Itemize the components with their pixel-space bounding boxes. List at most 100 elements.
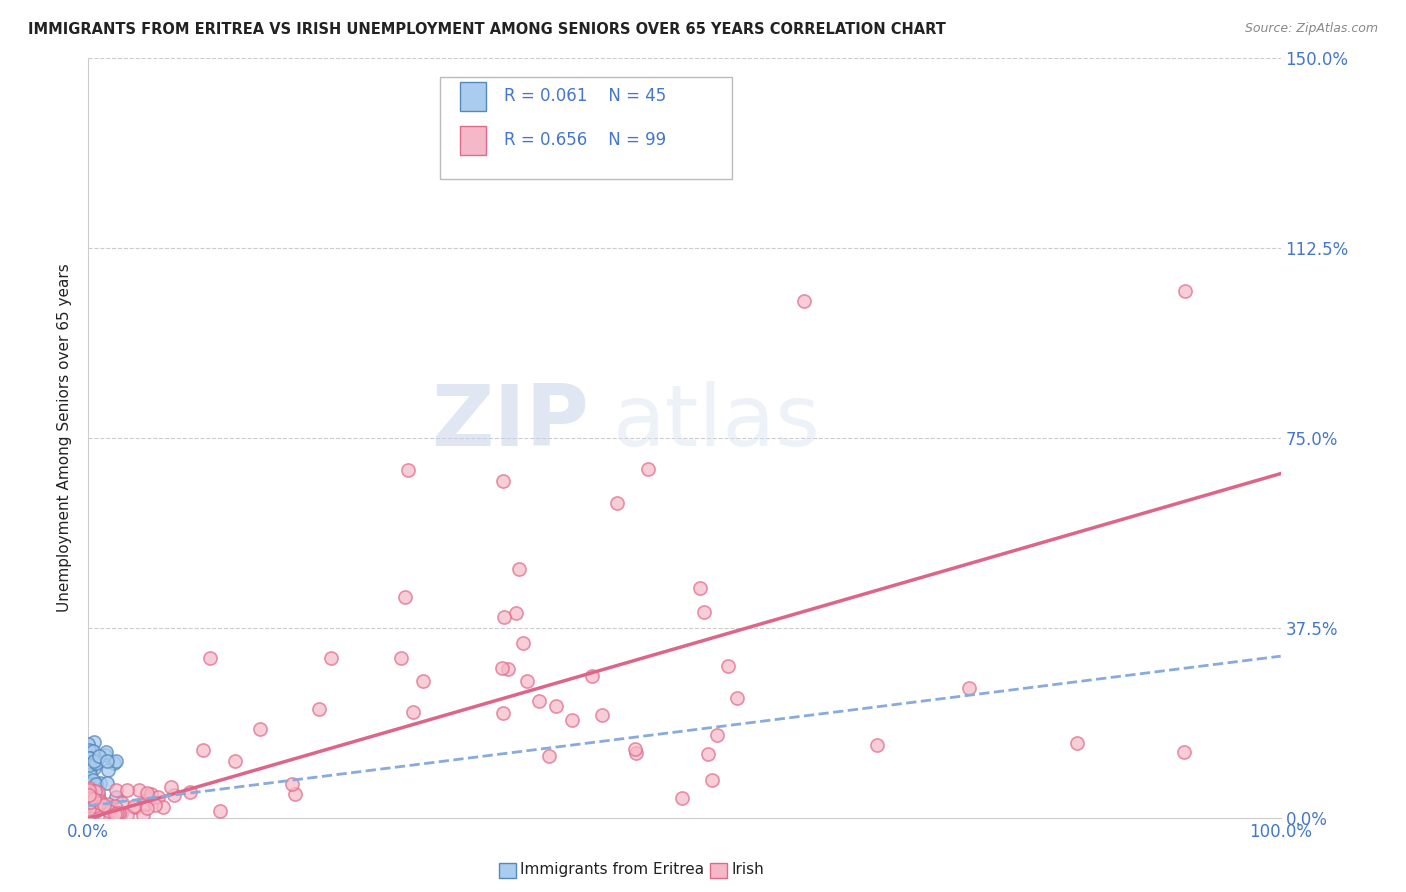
Text: Source: ZipAtlas.com: Source: ZipAtlas.com <box>1244 22 1378 36</box>
Point <box>104 798 127 813</box>
Y-axis label: Unemployment Among Seniors over 65 years: Unemployment Among Seniors over 65 years <box>58 264 72 613</box>
Point <box>83 803 105 817</box>
Point <box>396 463 419 477</box>
Point <box>83 794 105 808</box>
Point <box>84 805 107 819</box>
Point <box>79 799 101 814</box>
Point <box>516 673 538 688</box>
Point <box>412 673 434 688</box>
Point <box>546 699 568 714</box>
Point <box>492 706 515 720</box>
Point <box>84 756 107 770</box>
Point <box>637 462 659 476</box>
Point <box>394 591 416 605</box>
Point <box>79 795 101 809</box>
Point <box>110 805 132 820</box>
Point <box>79 762 101 776</box>
Point <box>79 781 101 796</box>
Point <box>124 799 146 814</box>
Point <box>96 755 118 769</box>
Text: ZIP: ZIP <box>432 382 589 465</box>
Point <box>79 806 101 821</box>
Point <box>82 773 104 788</box>
Point <box>79 802 101 816</box>
Point <box>624 746 647 760</box>
Point <box>308 702 330 716</box>
Point <box>79 768 101 782</box>
Text: Irish: Irish <box>731 863 763 877</box>
Point <box>136 786 159 800</box>
Point <box>136 789 159 804</box>
Point <box>115 808 138 822</box>
Point <box>94 748 117 763</box>
Point <box>492 475 515 489</box>
Point <box>1066 736 1088 750</box>
Point <box>696 747 718 761</box>
Point <box>143 798 166 813</box>
Point <box>77 780 100 795</box>
Point <box>77 793 100 807</box>
Point <box>82 792 104 806</box>
Point <box>139 792 162 806</box>
Point <box>1173 745 1195 759</box>
Point <box>284 787 307 801</box>
Point <box>82 785 104 799</box>
Point <box>136 801 159 815</box>
Point <box>110 806 132 821</box>
Point <box>83 792 105 806</box>
Point <box>591 708 613 723</box>
Point <box>249 722 271 736</box>
Point <box>77 788 100 802</box>
Point <box>80 743 103 757</box>
Point <box>80 747 103 762</box>
Point <box>492 610 515 624</box>
Point <box>163 789 186 803</box>
Point <box>83 800 105 814</box>
Point <box>79 756 101 770</box>
Point <box>793 294 815 309</box>
Point <box>79 758 101 772</box>
Point <box>89 797 111 811</box>
Point <box>512 636 534 650</box>
Point <box>700 772 723 787</box>
Point <box>96 745 118 759</box>
Point <box>83 798 105 813</box>
Point <box>93 798 115 813</box>
Point <box>89 794 111 808</box>
Point <box>84 797 107 812</box>
Point <box>1174 284 1197 298</box>
Point <box>561 713 583 727</box>
Point <box>96 776 118 790</box>
Point <box>87 788 110 802</box>
Point <box>77 787 100 801</box>
Point <box>200 651 222 665</box>
Point <box>105 789 128 804</box>
Point <box>86 784 108 798</box>
Point <box>89 748 111 763</box>
Point <box>79 778 101 792</box>
Point <box>725 691 748 706</box>
Point <box>86 789 108 803</box>
Point <box>107 805 129 820</box>
Point <box>281 777 304 791</box>
Point <box>537 749 560 764</box>
Point <box>606 496 628 510</box>
Point <box>505 606 527 620</box>
Point <box>103 756 125 770</box>
Point <box>706 728 728 742</box>
Point <box>389 651 412 665</box>
Point <box>134 797 156 812</box>
Point <box>105 783 128 797</box>
Point <box>79 786 101 800</box>
Point <box>89 775 111 789</box>
Point <box>104 807 127 822</box>
Point <box>689 581 711 595</box>
Point <box>866 738 889 752</box>
Point <box>496 662 519 676</box>
Point <box>77 760 100 774</box>
Text: Immigrants from Eritrea: Immigrants from Eritrea <box>520 863 704 877</box>
Point <box>77 758 100 772</box>
Point <box>146 790 169 805</box>
Text: IMMIGRANTS FROM ERITREA VS IRISH UNEMPLOYMENT AMONG SENIORS OVER 65 YEARS CORREL: IMMIGRANTS FROM ERITREA VS IRISH UNEMPLO… <box>28 22 946 37</box>
Point <box>671 790 693 805</box>
